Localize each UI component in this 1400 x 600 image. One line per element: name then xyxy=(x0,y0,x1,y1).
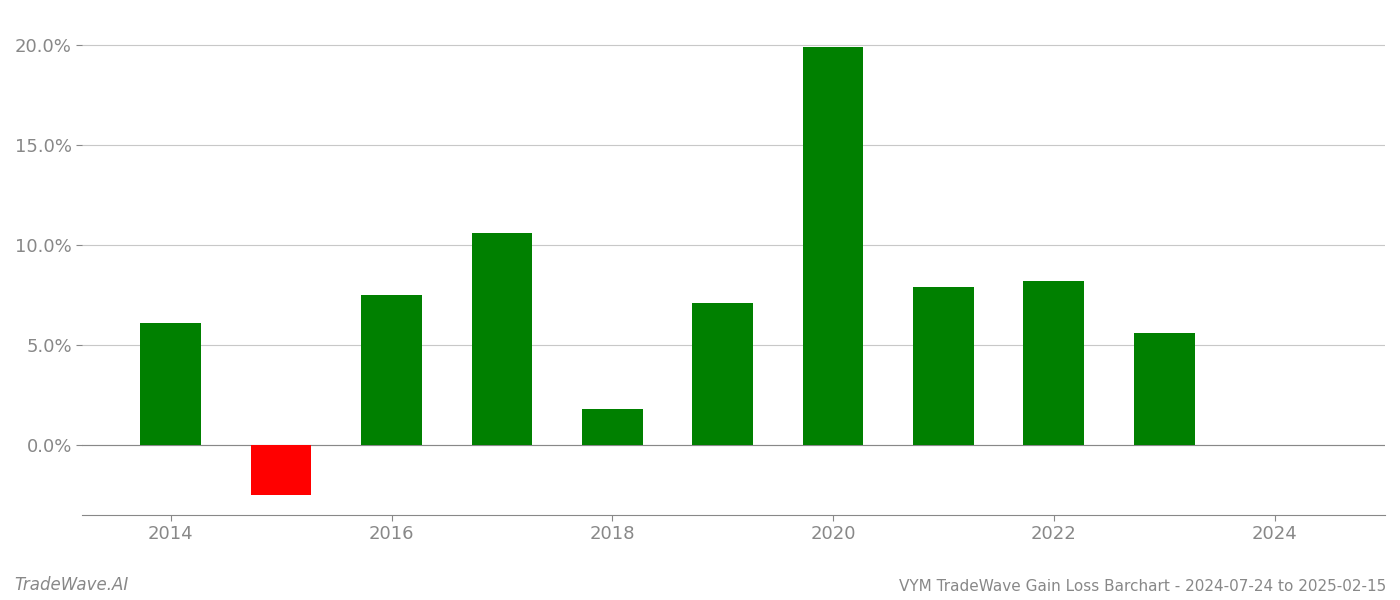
Bar xyxy=(361,295,421,445)
Bar xyxy=(913,287,974,445)
Bar xyxy=(693,303,753,445)
Bar xyxy=(251,445,311,494)
Bar xyxy=(582,409,643,445)
Text: TradeWave.AI: TradeWave.AI xyxy=(14,576,129,594)
Bar xyxy=(1023,281,1084,445)
Bar xyxy=(472,233,532,445)
Text: VYM TradeWave Gain Loss Barchart - 2024-07-24 to 2025-02-15: VYM TradeWave Gain Loss Barchart - 2024-… xyxy=(899,579,1386,594)
Bar xyxy=(802,47,864,445)
Bar xyxy=(1134,333,1194,445)
Bar xyxy=(140,323,202,445)
